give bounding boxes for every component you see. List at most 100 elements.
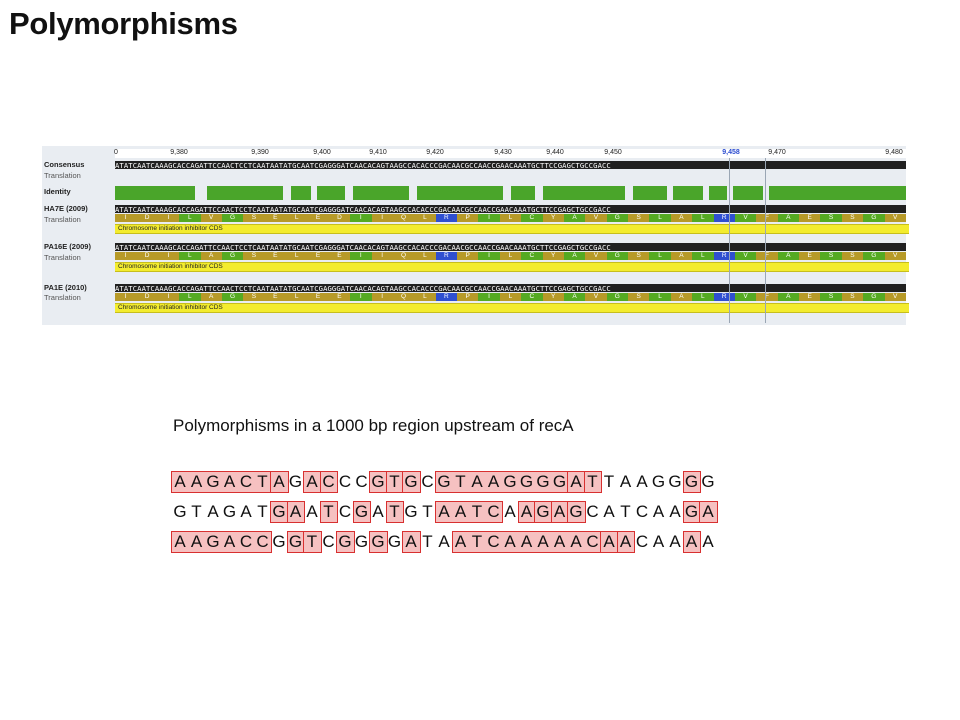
position-cursor-line[interactable] [729, 158, 730, 323]
nucleotide-base: A [636, 472, 648, 491]
nucleotide-base: G [288, 532, 303, 551]
nucleotide-base: A [570, 532, 582, 551]
amino-acid-cell: R [713, 293, 735, 301]
polymorphism-highlight [352, 501, 371, 523]
identity-block [511, 186, 535, 200]
amino-acid-cell: S [820, 293, 842, 301]
identity-label: Identity [44, 187, 71, 196]
nucleotide-base: A [619, 532, 632, 551]
slide-title: Polymorphisms [9, 6, 238, 41]
nucleotide-base: G [684, 502, 699, 521]
amino-acid-cell: R [435, 214, 457, 222]
nucleotide-base: A [603, 532, 615, 551]
nucleotide-base: G [668, 472, 682, 491]
amino-acid-cell: V [884, 293, 906, 301]
nucleotide-base: G [371, 532, 385, 551]
amino-acid-cell: A [563, 214, 586, 222]
nucleotide-base: C [338, 502, 352, 521]
amino-acid-cell: I [350, 214, 372, 222]
amino-acid-cell: A [563, 252, 586, 260]
nucleotide-base: T [389, 502, 400, 521]
nucleotide-base: G [387, 532, 402, 551]
nucleotide-base: C [487, 502, 500, 521]
amino-acid-cell: A [200, 293, 222, 301]
nucleotide-base: C [586, 532, 599, 551]
amino-acid-cell: G [606, 214, 628, 222]
nucleotide-base: G [338, 532, 352, 551]
amino-acid-cell: G [863, 252, 885, 260]
amino-acid-cell: I [115, 214, 137, 222]
amino-acid-cell: A [670, 252, 693, 260]
polymorphism-highlight [682, 531, 701, 553]
amino-acid-cell: P [457, 293, 479, 301]
amino-acid-cell: F [756, 293, 778, 301]
identity-block [733, 186, 763, 200]
seq-label-pa1e: PA1E (2010) [44, 283, 87, 292]
nucleotide-base: G [684, 472, 699, 491]
nucleotide-base: A [454, 502, 467, 521]
amino-acid-cell: V [585, 214, 607, 222]
consensus-sequence-track[interactable]: ATATCAATCAAAGCACCAGATTCCAACTCCTCAATAATAT… [115, 161, 906, 169]
consensus-translation-label: Translation [44, 171, 81, 180]
amino-acid-cell: L [649, 214, 671, 222]
ruler-tick-label: 9,420 [426, 149, 444, 156]
amino-acid-cell: E [264, 214, 286, 222]
nucleotide-base: A [652, 532, 665, 551]
nucleotide-base: A [537, 532, 549, 551]
nucleotide-base: T [471, 532, 483, 551]
nucleotide-base: C [421, 472, 434, 491]
amino-acid-cell: I [350, 293, 372, 301]
cds-annotation-pa16e[interactable]: Chromosome initiation inhibitor CDS [115, 262, 909, 272]
sequence-track-pa16e[interactable]: ATATCAATCAAAGCACCAGATTCCAACTCCTCAATAATAT… [115, 243, 906, 251]
nucleotide-base: G [206, 532, 220, 551]
ruler-tick-label: 9,410 [369, 149, 387, 156]
nucleotide-base: G [536, 472, 550, 491]
amino-acid-cell: L [692, 293, 714, 301]
amino-acid-cell: R [713, 214, 735, 222]
cds-annotation-pa1e[interactable]: Chromosome initiation inhibitor CDS [115, 303, 909, 313]
cds-annotation-ha7e[interactable]: Chromosome initiation inhibitor CDS [115, 224, 909, 234]
amino-acid-cell: L [414, 214, 436, 222]
nucleotide-base: C [355, 472, 368, 491]
polymorphism-highlight [270, 471, 289, 493]
nucleotide-base: A [438, 532, 450, 551]
nucleotide-base: A [619, 472, 632, 491]
nucleotide-base: A [669, 532, 681, 551]
identity-block [543, 186, 625, 200]
amino-acid-cell: E [307, 214, 329, 222]
sequence-track-ha7e[interactable]: ATATCAATCAAAGCACCAGATTCCAACTCCTCAATAATAT… [115, 205, 906, 213]
amino-acid-cell: E [307, 252, 329, 260]
amino-acid-cell: I [371, 214, 393, 222]
nucleotide-base: G [272, 502, 286, 521]
nucleotide-base: G [404, 502, 418, 521]
amino-acid-cell: L [499, 252, 522, 260]
amino-acid-cell: D [328, 214, 351, 222]
seq-label-ha7e: HA7E (2009) [44, 204, 88, 213]
amino-acid-cell: Q [392, 252, 415, 260]
identity-block [353, 186, 409, 200]
sequence-track-pa1e[interactable]: ATATCAATCAAAGCACCAGATTCCAACTCCTCAATAATAT… [115, 284, 906, 292]
amino-acid-cell: L [286, 293, 308, 301]
nucleotide-base: A [223, 532, 236, 551]
amino-acid-cell: L [414, 293, 436, 301]
amino-acid-cell: S [243, 252, 265, 260]
amino-acid-cell: L [499, 293, 522, 301]
nucleotide-base: T [389, 472, 400, 491]
amino-acid-cell: Y [542, 293, 564, 301]
nucleotide-base: A [669, 502, 681, 521]
amino-acid-cell: G [606, 293, 628, 301]
amino-acid-cell: E [799, 214, 821, 222]
nucleotide-base: A [240, 502, 252, 521]
nucleotide-base: A [405, 532, 417, 551]
amino-acid-cell: R [435, 293, 457, 301]
nucleotide-base: G [288, 472, 303, 491]
amino-acid-cell: D [136, 214, 158, 222]
amino-acid-cell: S [841, 293, 864, 301]
ruler-tick-label: 9,458 [722, 149, 740, 156]
nucleotide-base: A [603, 502, 615, 521]
nucleotide-base: T [455, 472, 466, 491]
amino-acid-cell: E [264, 252, 286, 260]
nucleotide-base: A [273, 472, 285, 491]
